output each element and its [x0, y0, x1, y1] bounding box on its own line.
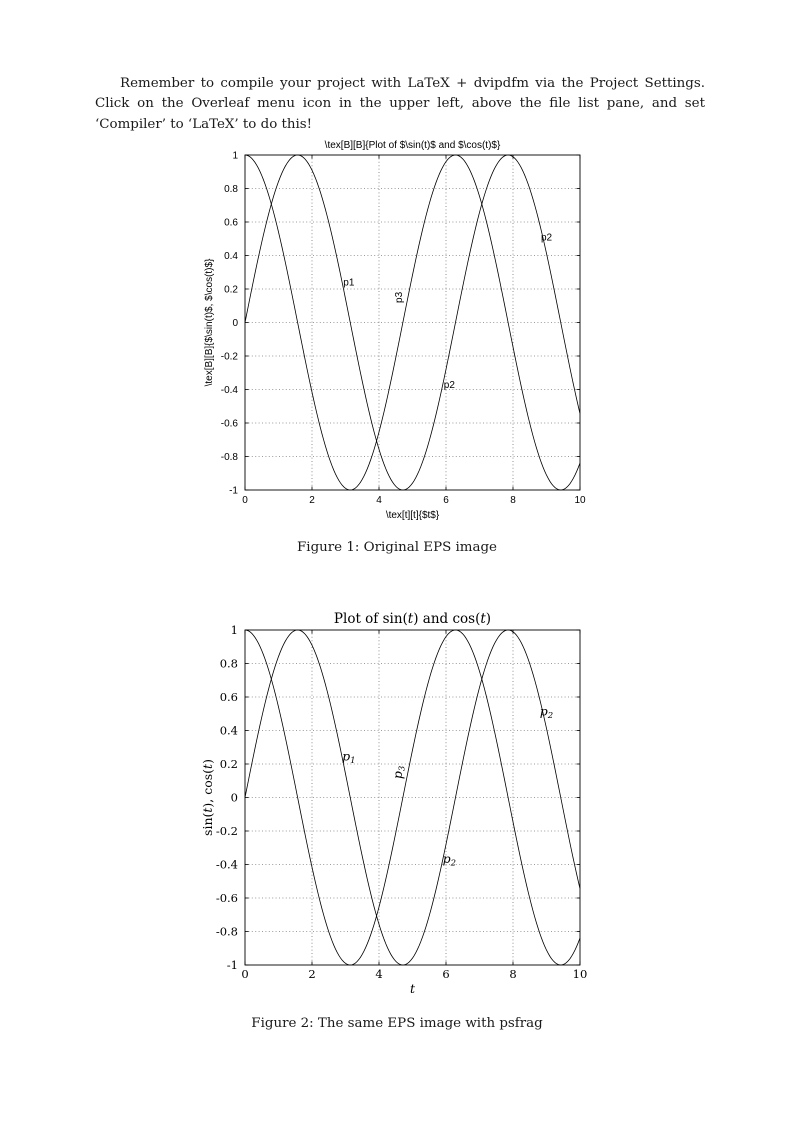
svg-text:10: 10: [573, 967, 588, 981]
svg-text:2: 2: [309, 495, 315, 506]
svg-text:-1: -1: [229, 486, 238, 497]
svg-text:-0.2: -0.2: [221, 352, 239, 363]
svg-text:p2: p2: [540, 703, 553, 721]
svg-text:8: 8: [510, 495, 516, 506]
svg-text:-0.8: -0.8: [221, 452, 239, 463]
svg-text:p2: p2: [444, 380, 456, 391]
svg-text:0: 0: [241, 967, 248, 981]
svg-text:4: 4: [376, 495, 382, 506]
svg-text:0: 0: [242, 495, 248, 506]
svg-text:0.8: 0.8: [220, 657, 238, 671]
svg-text:0.6: 0.6: [224, 218, 238, 229]
figure2-plot: 0 2 4 6 8 10 -1 -0.8 -0.6 -0.4 -0.2 0 0.2 0.4 0.6 0.8 1 P…: [178, 608, 605, 1017]
svg-text:1: 1: [231, 623, 238, 637]
intro-paragraph: Remember to compile your project with La…: [95, 76, 705, 132]
svg-text:\tex[t][t]{$t$}: \tex[t][t]{$t$}: [386, 510, 440, 521]
svg-text:0.8: 0.8: [224, 184, 238, 195]
svg-text:2: 2: [308, 967, 315, 981]
svg-text:0.4: 0.4: [220, 724, 238, 738]
svg-text:p3: p3: [390, 766, 408, 779]
svg-text:sin(t), cos(t): sin(t), cos(t): [200, 759, 215, 836]
svg-text:0: 0: [231, 791, 238, 805]
svg-text:p1: p1: [343, 278, 355, 289]
svg-text:-0.2: -0.2: [216, 824, 238, 838]
svg-text:\tex[B][B]{$\sin(t)$, $\cos(t): \tex[B][B]{$\sin(t)$, $\cos(t)$}: [204, 258, 215, 386]
figure1-plot: 0 2 4 6 8 10 -1 -0.8 -0.6 -0.4 -0.2 0 0.2 0.4 0.6 0.8 1 \…: [178, 133, 605, 542]
svg-text:\tex[B][B]{Plot of $\sin(t)$ a: \tex[B][B]{Plot of $\sin(t)$ and $\cos(t…: [325, 140, 501, 151]
svg-text:-0.4: -0.4: [216, 858, 238, 872]
svg-text:-1: -1: [227, 958, 238, 972]
svg-text:6: 6: [442, 967, 449, 981]
svg-text:t: t: [410, 981, 416, 996]
svg-text:-0.6: -0.6: [221, 419, 239, 430]
svg-text:0.6: 0.6: [220, 690, 238, 704]
svg-text:-0.6: -0.6: [216, 891, 238, 905]
svg-text:p1: p1: [342, 749, 355, 767]
svg-text:0.2: 0.2: [220, 757, 238, 771]
svg-text:6: 6: [443, 495, 449, 506]
svg-text:8: 8: [509, 967, 516, 981]
figure-1-svg: 0 2 4 6 8 10 -1 -0.8 -0.6 -0.4 -0.2 0 0.2 0.4 0.6 0.8 1 \…: [204, 140, 586, 521]
svg-text:p3: p3: [394, 291, 405, 303]
svg-text:1: 1: [232, 151, 238, 162]
figure1-caption: Figure 1: Original EPS image: [297, 540, 497, 555]
svg-text:10: 10: [574, 495, 586, 506]
svg-text:0: 0: [232, 318, 238, 329]
svg-text:-0.4: -0.4: [221, 385, 239, 396]
svg-text:p2: p2: [443, 851, 456, 869]
svg-text:Plot of sin(t) and cos(t): Plot of sin(t) and cos(t): [334, 611, 491, 627]
svg-text:4: 4: [375, 967, 382, 981]
svg-text:p2: p2: [541, 232, 553, 243]
figure2-caption: Figure 2: The same EPS image with psfrag: [251, 1016, 543, 1031]
svg-text:-0.8: -0.8: [216, 925, 238, 939]
svg-text:0.4: 0.4: [224, 251, 238, 262]
figure-2-svg: 0 2 4 6 8 10 -1 -0.8 -0.6 -0.4 -0.2 0 0.2 0.4 0.6 0.8 1 P…: [200, 611, 588, 996]
svg-text:0.2: 0.2: [224, 285, 238, 296]
